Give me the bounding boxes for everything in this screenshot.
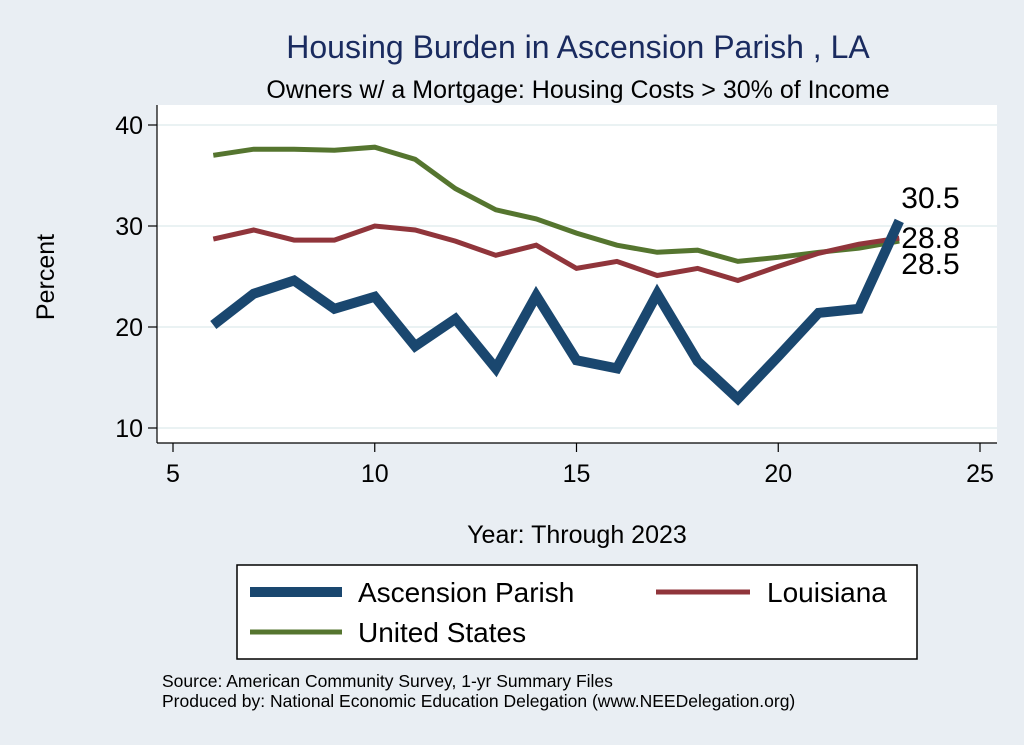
y-tick-label-20: 20 xyxy=(115,314,143,342)
plot-area xyxy=(157,105,997,443)
end-label-united-states: 28.5 xyxy=(901,248,959,281)
legend-label-ascension-parish: Ascension Parish xyxy=(358,577,574,608)
x-tick-label-5: 5 xyxy=(166,460,180,488)
x-tick-label-10: 10 xyxy=(361,460,389,488)
y-axis-ticks: 10 20 30 40 xyxy=(115,112,157,443)
x-axis-label: Year: Through 2023 xyxy=(467,521,687,549)
source-note: Source: American Community Survey, 1-yr … xyxy=(162,671,613,691)
x-tick-label-25: 25 xyxy=(966,460,994,488)
legend-label-united-states: United States xyxy=(358,617,526,648)
x-tick-label-20: 20 xyxy=(764,460,792,488)
legend-label-louisiana: Louisiana xyxy=(767,577,887,608)
legend: Ascension Parish Louisiana United States xyxy=(236,564,918,660)
y-tick-label-40: 40 xyxy=(115,112,143,140)
chart-title: Housing Burden in Ascension Parish , LA xyxy=(286,29,870,65)
chart-subtitle: Owners w/ a Mortgage: Housing Costs > 30… xyxy=(266,76,889,104)
x-tick-label-15: 15 xyxy=(563,460,591,488)
y-tick-label-10: 10 xyxy=(115,415,143,443)
series-lines xyxy=(210,144,904,406)
series-line-louisiana xyxy=(212,223,900,284)
end-label-louisiana: 28.8 xyxy=(901,222,959,255)
series-line-united-states xyxy=(212,144,900,264)
y-tick-label-30: 30 xyxy=(115,213,143,241)
grid xyxy=(157,124,997,429)
end-label-ascension-parish: 30.5 xyxy=(901,182,959,215)
legend-box xyxy=(236,564,918,660)
end-labels: 30.5 28.828.5 xyxy=(901,182,959,281)
x-axis-ticks: 5 10 15 20 25 xyxy=(166,443,994,488)
y-axis-label: Percent xyxy=(32,234,60,320)
series-line-ascension-parish xyxy=(210,218,904,406)
producer-note: Produced by: National Economic Education… xyxy=(162,691,795,711)
